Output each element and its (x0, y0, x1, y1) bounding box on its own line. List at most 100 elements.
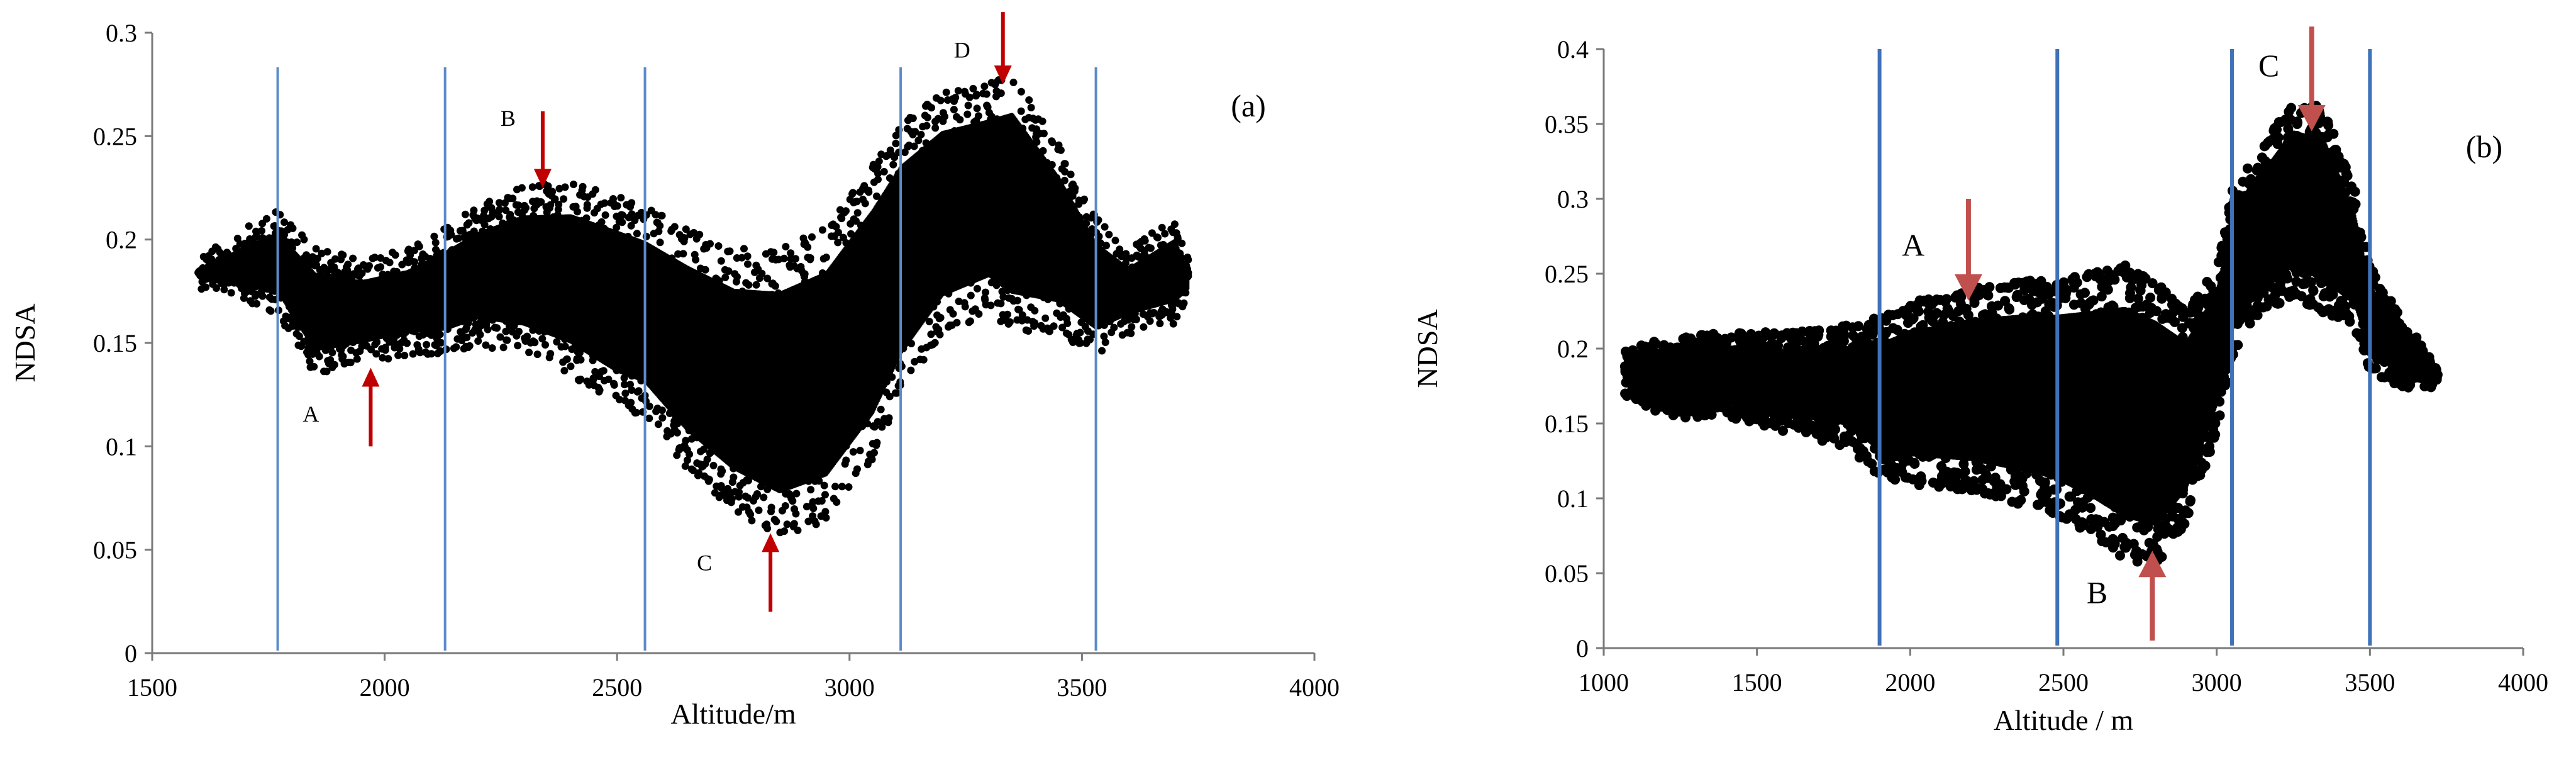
scatter-point (589, 374, 597, 383)
x-axis-title: Altitude/m (670, 698, 796, 730)
scatter-point (551, 195, 559, 203)
x-tick-label: 1500 (127, 673, 177, 702)
scatter-point (583, 201, 591, 209)
scatter-point (973, 104, 981, 113)
scatter-point (303, 251, 311, 259)
scatter-point (1024, 327, 1033, 335)
scatter-point (533, 350, 541, 359)
scatter-point (877, 405, 885, 413)
scatter-point (652, 211, 660, 219)
scatter-point (577, 356, 585, 364)
scatter-point (800, 271, 808, 278)
scatter-point (628, 199, 636, 207)
scatter-point (936, 96, 945, 104)
scatter-point (792, 255, 799, 263)
scatter-point (601, 199, 609, 207)
scatter-point (1060, 176, 1069, 184)
scatter-point (555, 184, 564, 193)
scatter-point (365, 262, 373, 270)
scatter-point (570, 181, 577, 188)
scatter-point (792, 510, 800, 518)
scatter-point (889, 160, 897, 169)
scatter-point (782, 243, 790, 250)
scatter-point (415, 242, 423, 250)
scatter-point (997, 89, 1005, 98)
scatter-point (437, 339, 445, 347)
scatter-point (582, 214, 591, 222)
scatter-point (262, 215, 270, 223)
scatter-point (956, 116, 964, 124)
scatter-point (942, 88, 950, 96)
scatter-point (752, 281, 760, 289)
scatter-point (658, 414, 667, 422)
scatter-point (982, 90, 991, 98)
scatter-point (546, 204, 553, 212)
scatter-point (853, 209, 862, 217)
scatter-point (1031, 306, 1039, 315)
scatter-point (267, 307, 275, 315)
scatter-point (974, 112, 982, 120)
scatter-point (253, 300, 261, 308)
scatter-point (621, 389, 630, 398)
scatter-point (310, 362, 318, 371)
scatter-point (919, 356, 928, 364)
scatter-point (658, 211, 666, 220)
scatter-point (656, 238, 664, 247)
scatter-point (287, 238, 296, 246)
scatter-point (1027, 104, 1035, 111)
scatter-point (502, 327, 510, 335)
scatter-point (1180, 299, 1188, 307)
scatter-point (656, 221, 664, 230)
scatter-point (772, 517, 780, 525)
scatter-point (923, 121, 931, 130)
scatter-point (767, 507, 775, 515)
scatter-point (1105, 230, 1113, 238)
scatter-point (925, 318, 933, 325)
scatter-point (645, 402, 653, 410)
scatter-point (621, 381, 628, 389)
scatter-point (1082, 220, 1091, 227)
scatter-point (289, 244, 297, 252)
scatter-point (1080, 195, 1088, 203)
scatter-point (531, 339, 539, 347)
scatter-point (939, 117, 947, 125)
y-tick-label: 0 (125, 639, 137, 668)
scatter-point (452, 343, 460, 351)
scatter-point (514, 342, 522, 350)
scatter-point (1057, 146, 1065, 154)
scatter-point (856, 447, 864, 454)
scatter-point (963, 110, 972, 118)
scatter-point (300, 235, 308, 244)
scatter-point (377, 254, 384, 262)
scatter-point (480, 221, 489, 229)
scatter-point (821, 491, 829, 499)
scatter-point (423, 340, 431, 349)
scatter-point (975, 310, 983, 318)
scatter-point (465, 342, 474, 350)
scatter-point (627, 221, 635, 230)
scatter-point (875, 157, 883, 165)
x-tick-label: 4000 (1289, 673, 1340, 702)
scatter-point (966, 317, 974, 325)
scatter-point (771, 282, 779, 290)
scatter-point (544, 182, 552, 190)
scatter-point (1050, 322, 1058, 330)
scatter-point (696, 230, 704, 238)
scatter-point (873, 439, 881, 447)
scatter-point (495, 199, 503, 207)
scatter-point (525, 349, 533, 357)
scatter-point (548, 188, 557, 196)
scatter-point (601, 211, 609, 219)
scatter-point (514, 201, 523, 210)
scatter-point (1101, 339, 1109, 346)
scatter-point (339, 251, 347, 259)
scatter-point (373, 338, 381, 346)
scatter-point (679, 250, 687, 258)
scatter-point (923, 113, 931, 121)
scatter-point (470, 206, 478, 215)
scatter-point (1146, 244, 1155, 252)
scatter-point (499, 344, 508, 352)
scatter-point (381, 346, 389, 354)
scatter-point (455, 234, 462, 242)
scatter-point (1048, 160, 1056, 169)
